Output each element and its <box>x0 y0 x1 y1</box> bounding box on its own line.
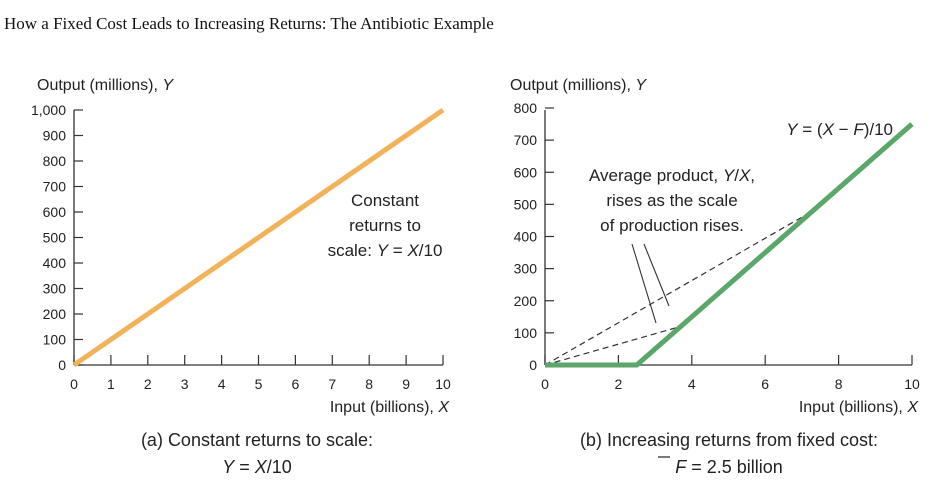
chart-b-average-product-ray <box>544 210 814 366</box>
page-title: How a Fixed Cost Leads to Increasing Ret… <box>4 14 494 33</box>
chart-b-y-tick-label: 300 <box>514 261 538 277</box>
chart-a-x-axis-title: Input (billions), X <box>330 399 451 416</box>
chart-b-x-tick-label: 8 <box>835 376 843 392</box>
chart-b-y-tick-label: 500 <box>514 196 538 212</box>
chart-a-x-tick-label: 6 <box>292 376 300 392</box>
chart-a-y-tick-label: 900 <box>43 128 67 144</box>
chart-b-y-tick-label: 800 <box>514 100 538 116</box>
chart-a-y-tick-label: 500 <box>43 230 67 246</box>
chart-a-x-tick-label: 1 <box>107 376 115 392</box>
chart-a-x-tick-label: 5 <box>255 376 263 392</box>
chart-a-x-tick-label: 2 <box>144 376 152 392</box>
chart-a-y-tick-label: 700 <box>43 179 67 195</box>
chart-b-y-tick-label: 100 <box>514 325 538 341</box>
chart-a-x-tick-label: 10 <box>435 376 451 392</box>
chart-a: Output (millions), Y 0100200300400500600… <box>31 77 451 477</box>
chart-b: Output (millions), Y 0100200300400500600… <box>510 77 920 477</box>
chart-a-x-tick-label: 8 <box>365 376 373 392</box>
chart-b-x-tick-label: 6 <box>761 376 769 392</box>
chart-b-y-tick-label: 0 <box>529 357 537 373</box>
chart-b-pointer-line <box>631 243 657 324</box>
chart-b-y-tick-label: 200 <box>514 293 538 309</box>
chart-a-y-tick-label: 100 <box>43 332 67 348</box>
chart-b-x-tick-label: 4 <box>688 376 696 392</box>
chart-b-x-axis-title: Input (billions), X <box>799 399 920 416</box>
chart-b-y-tick-label: 700 <box>514 132 538 148</box>
chart-a-y-tick-label: 200 <box>43 306 67 322</box>
chart-b-average-product-ray <box>544 325 681 366</box>
chart-a-y-tick-label: 0 <box>58 357 66 373</box>
chart-a-y-tick-label: 1,000 <box>31 102 66 118</box>
chart-b-x-tick-label: 2 <box>615 376 623 392</box>
chart-b-line-label: Y = (X − F)/10 <box>786 120 893 139</box>
chart-a-y-tick-label: 300 <box>43 281 67 297</box>
chart-a-x-tick-label: 7 <box>328 376 336 392</box>
chart-b-caption: (b) Increasing returns from fixed cost: F… <box>580 430 878 477</box>
chart-b-y-axis-title: Output (millions), Y <box>510 77 647 94</box>
chart-a-y-axis-title: Output (millions), Y <box>37 77 174 94</box>
chart-b-y-tick-label: 600 <box>514 164 538 180</box>
chart-a-y-tick-label: 600 <box>43 204 67 220</box>
chart-a-x-tick-label: 9 <box>402 376 410 392</box>
chart-a-y-tick-label: 400 <box>43 255 67 271</box>
chart-b-x-tick-label: 0 <box>541 376 549 392</box>
chart-b-pointer-line <box>643 243 670 307</box>
chart-a-caption: (a) Constant returns to scale: Y = X/10 <box>141 430 373 477</box>
chart-b-annotation: Average product, Y/X, rises as the scale o… <box>589 166 755 235</box>
chart-a-x-tick-label: 3 <box>181 376 189 392</box>
chart-b-y-tick-label: 400 <box>514 229 538 245</box>
chart-a-series-line <box>72 107 445 368</box>
chart-a-y-tick-label: 800 <box>43 153 67 169</box>
chart-b-series-line <box>545 122 914 368</box>
chart-a-x-tick-label: 0 <box>70 376 78 392</box>
chart-a-annotation: Constant returns to scale: Y = X/10 <box>328 191 443 260</box>
chart-b-x-tick-label: 10 <box>904 376 920 392</box>
chart-a-x-tick-label: 4 <box>218 376 226 392</box>
